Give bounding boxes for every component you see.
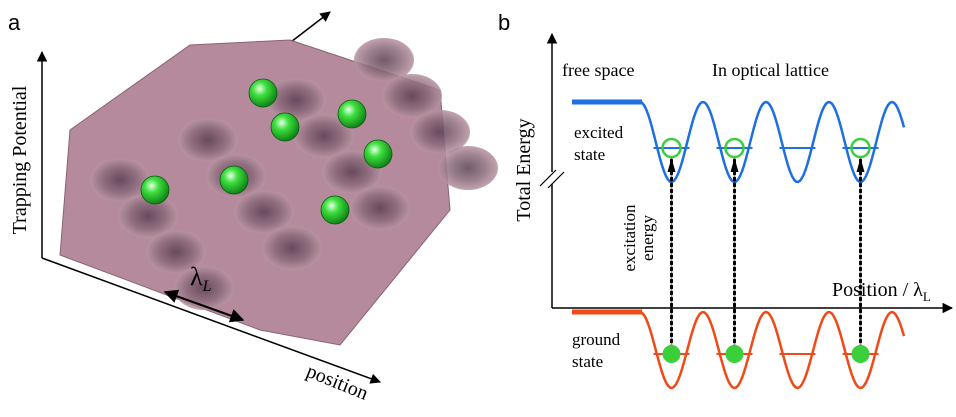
transition-label: excitation (620, 204, 639, 272)
well (350, 186, 410, 230)
axis-title: Position / λL (832, 279, 931, 304)
state-label: state (572, 352, 603, 371)
axis (287, 12, 330, 45)
well (438, 146, 498, 190)
panel-label: a (8, 10, 21, 35)
axis-title: Total Energy (513, 118, 535, 221)
atom (364, 140, 392, 168)
atom (338, 100, 366, 128)
state-label: state (574, 145, 605, 164)
ground-atom (663, 345, 681, 363)
atom (271, 113, 299, 141)
atom (220, 166, 248, 194)
arrow-head (668, 158, 676, 172)
region-label: free space (562, 60, 634, 80)
ground-atom (852, 345, 870, 363)
panel-b: b Total Energy Position / λL free space … (498, 10, 952, 388)
atom (249, 79, 277, 107)
state-label: excited (574, 123, 624, 142)
arrow-head (857, 158, 865, 172)
transition-label: energy (638, 215, 657, 261)
subscript: L (923, 289, 931, 304)
axis-title: Trapping Potential (9, 85, 31, 234)
figure: a Trapping Potential position λL b Total… (0, 0, 956, 417)
panel-label: b (498, 10, 510, 35)
region-label: In optical lattice (712, 60, 829, 80)
atom (141, 176, 169, 204)
well (262, 226, 322, 270)
ground-atom (726, 345, 744, 363)
atom (321, 196, 349, 224)
subscript: L (202, 278, 212, 295)
symbol: λ (190, 262, 203, 291)
state-label: ground (572, 330, 621, 349)
arrow-head (731, 158, 739, 172)
panel-a: a Trapping Potential position λL (8, 10, 498, 405)
x-title: Position / λ (832, 279, 923, 301)
